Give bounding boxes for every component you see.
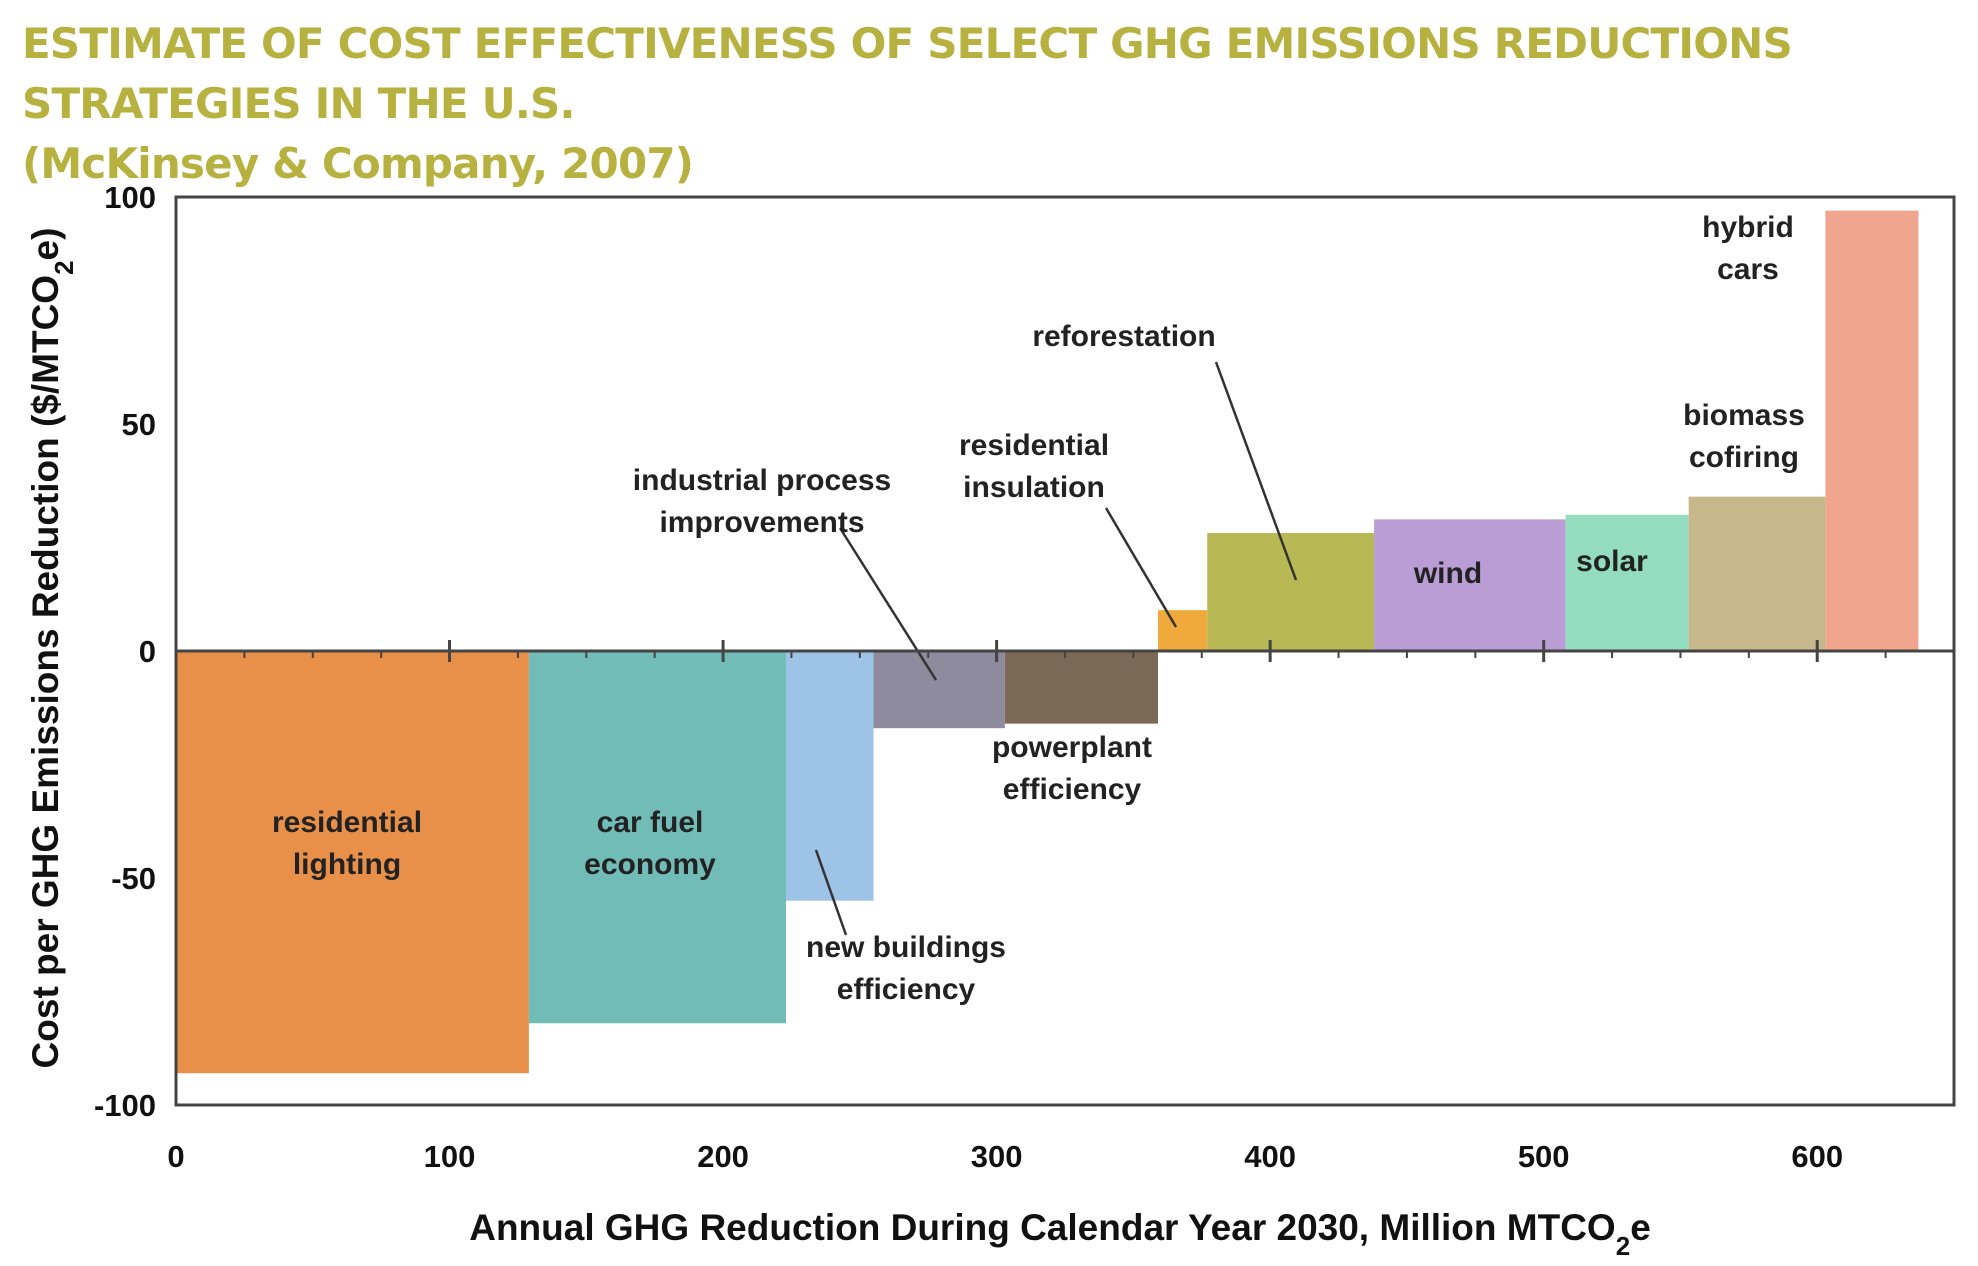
- leader-line-new-buildings-efficiency: [814, 849, 848, 936]
- bar-residential-insulation: [1158, 610, 1208, 651]
- y-tick-label: -100: [94, 1088, 156, 1123]
- label-residential-insulation: residential insulation: [959, 429, 1109, 504]
- y-tick-label: 50: [122, 407, 156, 442]
- x-tick-label: 100: [424, 1139, 476, 1174]
- bar-biomass-cofiring: [1688, 496, 1826, 651]
- x-tick-label: 0: [167, 1139, 184, 1174]
- leader-line-industrial-process-improvements: [838, 527, 938, 681]
- bar-solar: [1565, 514, 1689, 651]
- bar-powerplant-efficiency: [1004, 651, 1159, 724]
- x-tick-label: 600: [1791, 1139, 1843, 1174]
- leader-lines-layer: [814, 361, 1298, 936]
- bar-reforestation: [1207, 532, 1375, 651]
- x-axis-title: Annual GHG Reduction During Calendar Yea…: [469, 1207, 1651, 1261]
- x-tick-label: 200: [697, 1139, 749, 1174]
- x-tick-label: 400: [1244, 1139, 1296, 1174]
- bar-industrial-process-improvements: [873, 651, 1005, 729]
- y-axis-title: Cost per GHG Emissions Reduction ($/MTCO…: [25, 228, 79, 1069]
- label-reforestation: reforestation: [1032, 320, 1215, 353]
- label-new-buildings-efficiency: new buildings efficiency: [806, 931, 1006, 1006]
- chart-title: ESTIMATE OF COST EFFECTIVENESS OF SELECT…: [22, 14, 1952, 194]
- label-powerplant-efficiency: powerplant efficiency: [992, 731, 1152, 806]
- bar-wind: [1374, 519, 1566, 651]
- segment-labels-layer: residential lighting car fuel economy new bu…: [272, 211, 1805, 1006]
- x-tick-label: 300: [971, 1139, 1023, 1174]
- leader-line-reforestation: [1214, 361, 1298, 581]
- leader-line-residential-insulation: [1104, 507, 1178, 628]
- label-solar: solar: [1576, 545, 1648, 578]
- bar-new-buildings-efficiency: [785, 651, 874, 901]
- chart-title-line-1: ESTIMATE OF COST EFFECTIVENESS OF SELECT…: [22, 19, 1793, 128]
- y-tick-label: 100: [104, 180, 156, 215]
- label-biomass-cofiring: biomass cofiring: [1683, 399, 1805, 474]
- label-car-fuel-economy: car fuel economy: [584, 806, 716, 881]
- y-tick-label: -50: [111, 861, 156, 896]
- bar-car-fuel-economy: [528, 651, 786, 1024]
- x-tick-label: 500: [1518, 1139, 1570, 1174]
- bars-layer: [176, 210, 1919, 1074]
- label-residential-lighting: residential lighting: [272, 806, 422, 881]
- bar-hybrid-cars: [1825, 210, 1919, 651]
- chart-title-line-2: (McKinsey & Company, 2007): [22, 139, 694, 188]
- label-hybrid-cars: hybrid cars: [1702, 211, 1794, 286]
- label-industrial-process-improvements: industrial process improvements: [633, 464, 891, 539]
- y-tick-label: 0: [139, 634, 156, 669]
- bar-residential-lighting: [176, 651, 529, 1074]
- label-wind: wind: [1413, 557, 1482, 590]
